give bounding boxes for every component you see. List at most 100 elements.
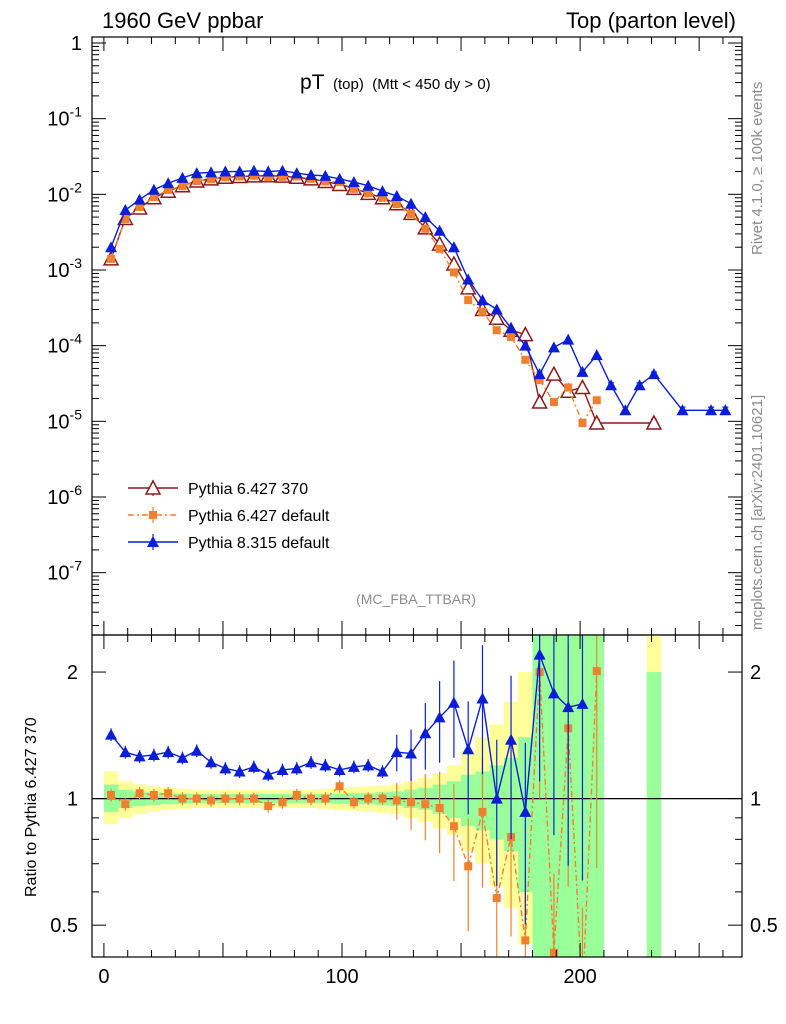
ratio-point-p6def [235,794,244,803]
ratio-point-p8 [419,727,432,739]
data-point-p8 [119,204,132,216]
data-point-p6def [549,398,558,407]
y-tick-label: 10-7 [47,558,82,585]
ratio-point-p8 [462,743,475,755]
data-point-p8 [533,368,546,380]
data-point-ref [545,365,563,381]
data-point-p8 [590,349,603,361]
ratio-point-p6def [492,894,501,903]
ratio-point-p8 [176,751,189,763]
ratio-point-p6def [221,794,230,803]
ratio-point-p8 [362,759,375,771]
ratio-point-p6def [121,800,130,809]
ratio-point-p6def [278,798,287,807]
data-point-p8 [362,179,375,191]
y-tick-label: 10-1 [47,104,82,131]
series-line-ref [110,175,654,424]
data-point-ref [531,393,548,409]
data-point-p8 [676,404,689,416]
data-point-p8 [562,333,575,345]
data-point-p8 [247,164,260,176]
ratio-point-p6def [264,802,273,811]
ratio-point-p8 [533,648,546,660]
ratio-axis-label: Ratio to Pythia 6.427 370 [23,717,40,897]
plot-title-sub1: (top) [333,76,364,93]
y-tick-label: 10-3 [47,255,82,282]
ratio-point-p8 [276,763,289,775]
ratio-point-p8 [247,760,260,772]
data-point-p6def [435,244,444,253]
data-point-p8 [419,211,432,223]
data-point-p8 [633,379,646,391]
ratio-point-p6def [521,936,530,945]
ratio-point-p6def [464,862,473,871]
data-point-p6def [578,419,587,428]
data-point-p6def [178,182,187,191]
data-point-p6def [207,175,216,184]
data-point-p8 [105,241,118,253]
ratio-y-tick-label-left: 1 [67,789,78,811]
data-point-p6def [135,202,144,211]
ratio-point-p8 [190,744,203,756]
x-tick-label: 100 [325,966,358,988]
ratio-point-p6def [164,789,173,798]
legend-label-p6def: Pythia 6.427 default [188,508,330,525]
ratio-y-tick-label-right: 1 [750,789,761,811]
data-point-p8 [719,404,732,416]
data-point-p8 [390,190,403,202]
ratio-point-p8 [405,747,418,759]
ratio-plot-frame [91,634,743,958]
ratio-y-tick-label-right: 0.5 [750,915,778,937]
data-point-p6def [221,173,230,182]
data-point-p8 [176,171,189,183]
ratio-point-p8 [333,763,346,775]
ratio-line-p8 [110,654,583,812]
data-point-p6def [121,215,130,224]
ratio-point-p8 [105,728,118,740]
data-point-p6def [507,333,516,342]
data-point-p6def [149,193,158,202]
data-point-p6def [278,172,287,181]
data-point-p6def [592,396,601,405]
ratio-point-p6def [478,807,487,816]
data-point-ref [459,279,477,295]
ratio-point-p8 [390,746,403,758]
ratio-point-p8 [490,792,503,804]
ratio-point-p8 [119,746,132,758]
legend-marker-ref [144,479,162,495]
ratio-point-p8 [162,746,175,758]
mcplots-label: mcplots.cern.ch [arXiv:2401.10621] [749,395,766,630]
ratio-point-p8 [576,697,589,709]
data-point-p8 [462,273,475,285]
data-point-p6def [407,209,416,218]
data-point-p8 [290,167,303,179]
ratio-point-p6def [292,790,301,799]
data-point-p6def [349,184,358,193]
data-point-p8 [233,165,246,177]
ratio-point-p6def [307,794,316,803]
ratio-point-p6def [335,782,344,791]
data-point-ref [645,414,663,430]
ratio-point-p6def [364,794,373,803]
ratio-point-p8 [262,768,275,780]
data-point-p8 [433,224,446,236]
ratio-point-p8 [205,756,218,768]
data-point-p8 [647,368,660,380]
data-point-p8 [490,303,503,315]
data-point-p8 [147,183,160,195]
ratio-y-tick-label-left: 0.5 [50,915,78,937]
data-point-p8 [605,379,618,391]
series-line-p8 [110,170,726,412]
ratio-point-p8 [147,748,160,760]
data-point-p8 [333,172,346,184]
ratio-point-p8 [476,692,489,704]
data-point-p8 [276,164,289,176]
data-point-p8 [319,169,332,181]
data-point-p6def [535,376,544,385]
data-point-p6def [107,254,116,263]
header-right: Top (parton level) [566,8,736,33]
ratio-point-p8 [519,805,532,817]
ratio-point-p6def [392,796,401,805]
ratio-point-p8 [505,733,518,745]
